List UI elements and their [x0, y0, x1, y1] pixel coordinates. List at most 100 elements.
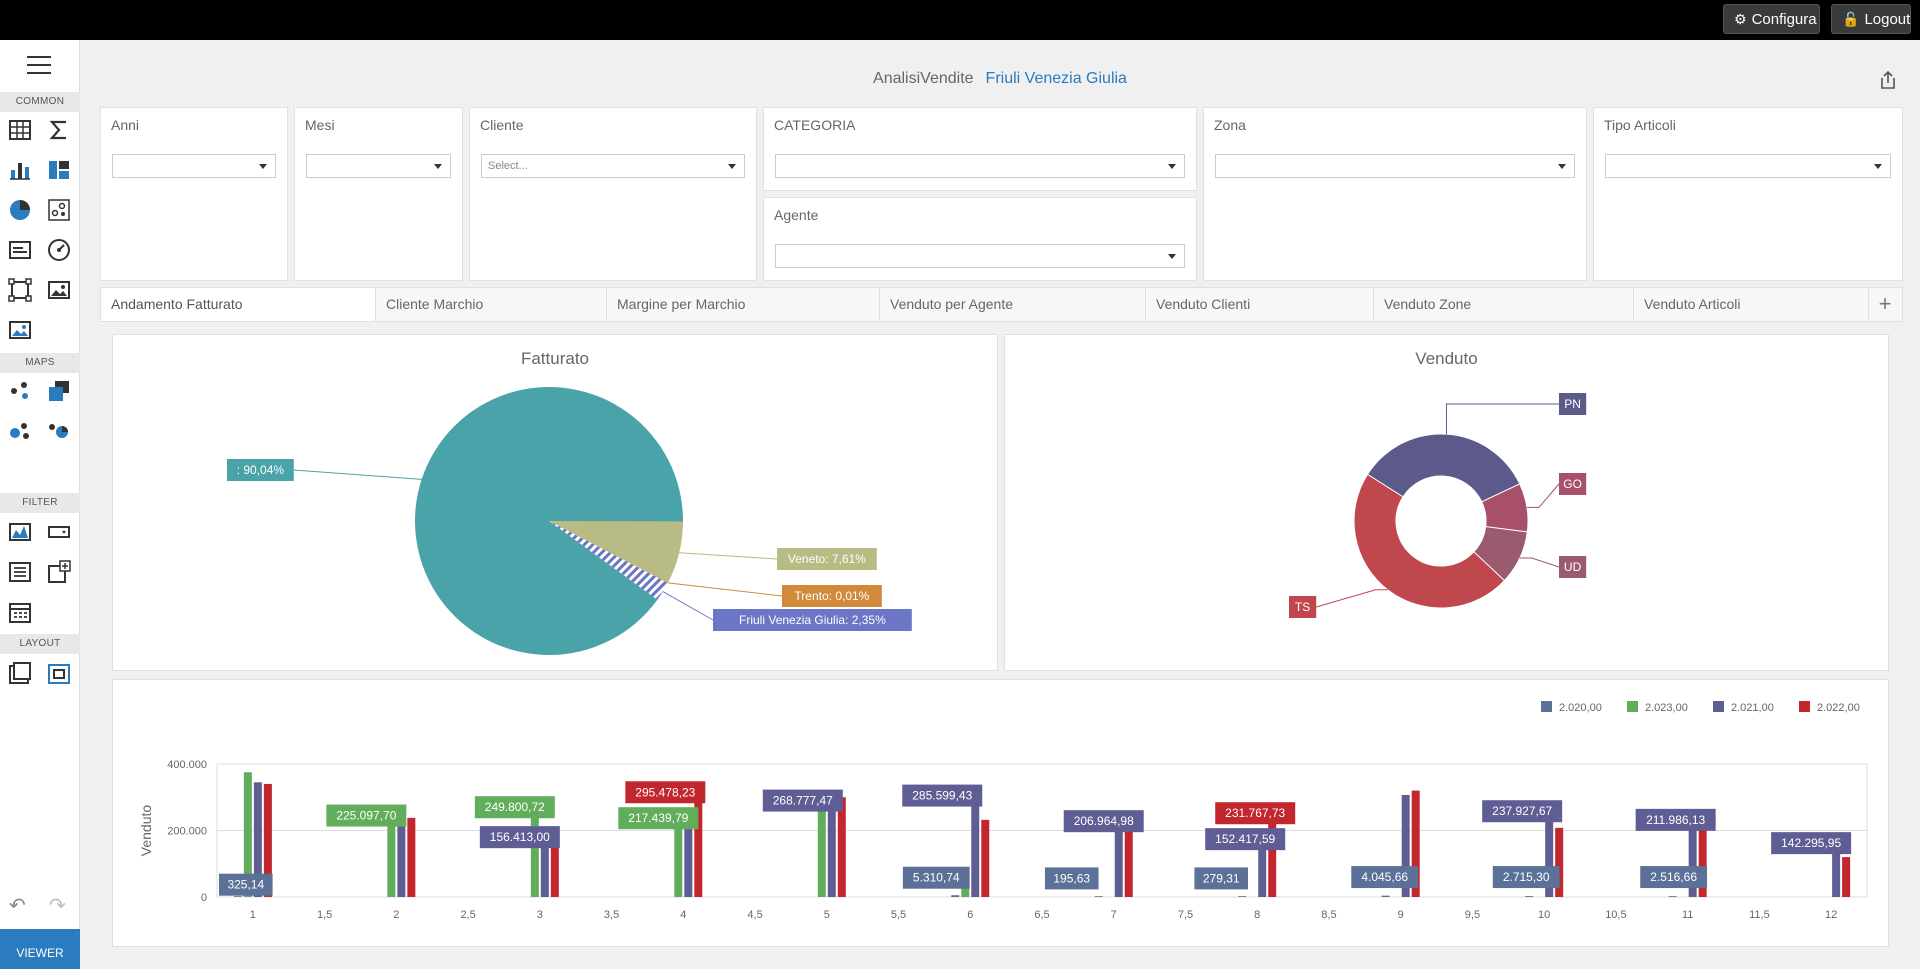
export-icon[interactable] — [1878, 70, 1898, 90]
add-tab-icon[interactable]: + — [1878, 291, 1892, 316]
bar-data-label-14-box — [1351, 866, 1419, 889]
x-tick-label-8: 5 — [824, 909, 830, 921]
legend-swatch-2 — [1713, 701, 1724, 712]
bar-data-label-5-text: 295.478,23 — [635, 785, 695, 799]
venduto-label-ud: UD — [1559, 556, 1587, 578]
bar-s3-c4 — [837, 797, 846, 897]
bar-data-label-2: 249.800,72 — [474, 796, 555, 819]
cliente-select[interactable]: Select... — [481, 154, 745, 178]
group-icon[interactable] — [8, 661, 32, 685]
gauge-icon[interactable] — [47, 238, 71, 262]
bar-s3-c6 — [1124, 822, 1133, 897]
x-tick-label-22: 12 — [1825, 909, 1837, 921]
bar-chart-icon[interactable] — [8, 158, 32, 182]
list-box-icon[interactable] — [8, 560, 32, 584]
tab-andamento-fatturato[interactable]: Andamento Fatturato — [101, 288, 376, 321]
scatter-chart-icon[interactable] — [47, 198, 71, 222]
tab-venduto-articoli[interactable]: Venduto Articoli — [1634, 288, 1869, 321]
zona-select[interactable] — [1215, 154, 1575, 178]
x-tick-label-17: 9,5 — [1465, 909, 1480, 921]
bar-data-label-11: 231.767,73 — [1215, 802, 1296, 825]
dashboard-subtitle: Friuli Venezia Giulia — [985, 70, 1127, 87]
bar-data-label-12-text: 152.417,59 — [1215, 832, 1275, 846]
treemap-icon[interactable] — [47, 158, 71, 182]
tab-margine-per-marchio[interactable]: Margine per Marchio — [607, 288, 880, 321]
fatturato-label-1-text: Veneto: 7,61% — [788, 552, 866, 566]
bar-s0-c6 — [1094, 896, 1103, 897]
bar-s2-c4 — [827, 807, 836, 897]
fatturato-label-3-text: Friuli Venezia Giulia: 2,35% — [739, 613, 886, 627]
bar-data-label-0: 325,14 — [219, 873, 273, 896]
sum-icon[interactable] — [47, 118, 71, 142]
geo-point-map-icon[interactable] — [8, 379, 32, 403]
bubble-map-icon[interactable] — [8, 419, 32, 443]
tab-container-icon[interactable] — [47, 661, 71, 685]
bar-s2-c1 — [397, 822, 406, 897]
bar-s3-c11 — [1842, 857, 1851, 897]
venduto-donut-chart: PN GO UD TS — [1289, 393, 1587, 618]
top-bar: ⚙ Configura 🔓 Logout — [0, 0, 1920, 40]
card-icon[interactable] — [8, 238, 32, 262]
venduto-label-ud-text: UD — [1564, 560, 1582, 574]
fatturato-label-0: : 90,04% — [227, 459, 294, 481]
bar-data-label-7: 285.599,43 — [902, 784, 983, 807]
venduto-slice-0 — [1366, 433, 1521, 503]
x-tick-label-11: 6,5 — [1034, 909, 1049, 921]
lock-icon: 🔓 — [1842, 10, 1860, 27]
logout-label: Logout — [1864, 10, 1911, 28]
date-filter-icon[interactable] — [8, 600, 32, 624]
bar-data-label-14: 4.045,66 — [1351, 866, 1419, 889]
chevron-down-icon — [259, 164, 267, 169]
pie-chart-icon[interactable] — [8, 198, 32, 222]
image-icon[interactable] — [47, 278, 71, 302]
bar-s3-c2 — [550, 833, 559, 897]
categoria-select[interactable] — [775, 154, 1185, 178]
choropleth-map-icon[interactable] — [47, 379, 71, 403]
bar-data-label-9: 206.964,98 — [1063, 810, 1144, 833]
combobox-icon[interactable] — [47, 520, 71, 544]
legend-label-1: 2.023,00 — [1645, 702, 1688, 714]
tree-view-icon[interactable] — [47, 560, 71, 584]
viewer-button[interactable]: VIEWER — [0, 929, 80, 969]
configure-button[interactable]: ⚙ Configura — [1723, 4, 1820, 34]
venduto-leader-2 — [1519, 557, 1560, 568]
agente-select[interactable] — [775, 244, 1185, 268]
undo-icon[interactable]: ↶ — [9, 895, 26, 917]
legend-swatch-0 — [1541, 701, 1552, 712]
bar-data-label-4-text: 217.439,79 — [628, 811, 688, 825]
mesi-select[interactable] — [306, 154, 451, 178]
bar-s3-c5 — [981, 819, 990, 897]
anni-select[interactable] — [112, 154, 276, 178]
tab-venduto-zone[interactable]: Venduto Zone — [1374, 288, 1634, 321]
bar-data-label-10-text: 195,63 — [1053, 871, 1090, 885]
bar-data-label-6: 268.777,47 — [762, 789, 843, 812]
range-filter-icon[interactable] — [8, 520, 32, 544]
logout-button[interactable]: 🔓 Logout — [1831, 4, 1911, 34]
bound-image-icon[interactable] — [8, 318, 32, 342]
venduto-leader-1 — [1526, 483, 1560, 508]
redo-icon[interactable]: ↷ — [49, 895, 66, 917]
menu-icon[interactable] — [27, 56, 51, 74]
venduto-label-pn-text: PN — [1564, 397, 1581, 411]
shape-icon[interactable] — [8, 278, 32, 302]
tab-cliente-marchio[interactable]: Cliente Marchio — [376, 288, 607, 321]
venduto-label-ts-box — [1289, 596, 1317, 618]
tab-venduto-clienti[interactable]: Venduto Clienti — [1146, 288, 1374, 321]
bar-s2-c0 — [253, 782, 262, 897]
bar-data-label-5: 295.478,23 — [625, 781, 706, 804]
grid-icon[interactable] — [8, 118, 32, 142]
venduto-label-ts: TS — [1289, 596, 1317, 618]
bar-s3-c9 — [1555, 827, 1564, 897]
bar-data-label-0-box — [219, 873, 273, 896]
chevron-down-icon — [1874, 164, 1882, 169]
pie-map-icon[interactable] — [47, 419, 71, 443]
bar-data-label-1: 225.097,70 — [326, 804, 407, 827]
bar-data-label-6-text: 268.777,47 — [773, 794, 833, 808]
bar-data-label-7-box — [902, 784, 983, 807]
bar-data-label-5-box — [625, 781, 706, 804]
x-tick-label-18: 10 — [1538, 909, 1550, 921]
bar-s0-c9 — [1525, 896, 1534, 897]
tipo-articoli-select[interactable] — [1605, 154, 1891, 178]
tab-venduto-per-agente[interactable]: Venduto per Agente — [880, 288, 1146, 321]
x-tick-label-21: 11,5 — [1749, 909, 1770, 921]
